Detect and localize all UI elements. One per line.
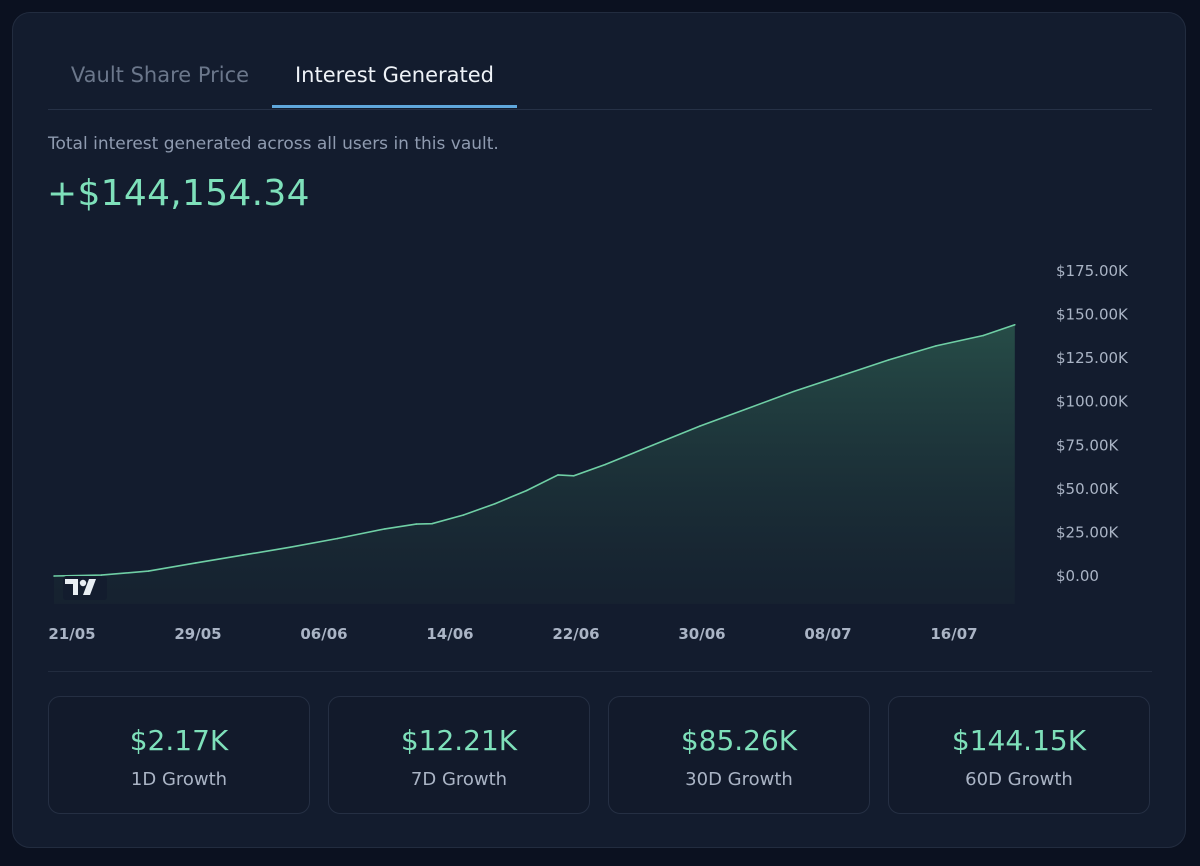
data-point <box>888 359 890 361</box>
total-interest-value: +$144,154.34 <box>47 173 310 214</box>
y-tick-label: $0.00 <box>1056 567 1099 585</box>
y-tick-label: $150.00K <box>1056 306 1129 324</box>
stat-label: 60D Growth <box>965 769 1073 790</box>
stat-card-7d: $12.21K 7D Growth <box>328 696 590 814</box>
data-point <box>982 334 985 337</box>
y-tick-label: $100.00K <box>1056 393 1129 411</box>
data-point <box>336 537 339 540</box>
stat-label: 1D Growth <box>130 769 228 790</box>
data-point <box>746 407 748 410</box>
data-point <box>195 562 197 564</box>
data-point <box>100 574 103 576</box>
tab-bar: Vault Share Price Interest Generated <box>48 53 1152 110</box>
stat-value: $85.26K <box>680 724 798 757</box>
data-point <box>415 523 418 525</box>
y-axis-ticks: $0.00 $25.00K $50.00K $75.00K $100.00K $125.0… <box>1056 262 1129 585</box>
data-point <box>289 546 292 548</box>
stat-card-60d: $144.15K 60D Growth <box>888 696 1150 814</box>
y-tick-label: $175.00K <box>1056 262 1129 280</box>
data-point <box>242 554 244 556</box>
data-point <box>494 502 496 505</box>
data-point <box>525 489 528 492</box>
tradingview-logo-icon[interactable] <box>63 576 107 600</box>
stat-value: $144.15K <box>951 724 1087 757</box>
data-point <box>53 575 55 577</box>
data-point <box>699 425 701 427</box>
y-tick-label: $75.00K <box>1056 436 1119 454</box>
x-tick-label: 06/06 <box>300 625 347 643</box>
data-point <box>431 522 433 525</box>
x-tick-label: 21/05 <box>48 625 95 643</box>
stat-label: 7D Growth <box>410 769 508 790</box>
stat-label: 30D Growth <box>685 769 793 790</box>
tab-vault-share-price[interactable]: Vault Share Price <box>70 63 250 87</box>
data-points <box>53 324 1016 577</box>
stat-card-1d: $2.17K 1D Growth <box>48 696 310 814</box>
data-point <box>462 514 465 516</box>
data-point <box>651 444 654 447</box>
x-tick-label: 14/06 <box>426 625 473 643</box>
x-tick-label: 08/07 <box>804 625 851 643</box>
x-tick-label: 22/06 <box>552 625 599 643</box>
data-point <box>573 475 575 477</box>
x-tick-label: 30/06 <box>678 625 725 643</box>
x-tick-label: 29/05 <box>174 625 221 643</box>
data-point <box>935 345 937 347</box>
y-tick-label: $50.00K <box>1056 480 1119 498</box>
stat-card-30d: $85.26K 30D Growth <box>608 696 870 814</box>
data-point <box>1014 324 1016 326</box>
data-point <box>147 570 150 572</box>
area-fill <box>54 324 1015 604</box>
stat-value: $2.17K <box>129 724 229 757</box>
data-point <box>840 374 843 377</box>
data-point <box>793 390 796 393</box>
x-tick-label: 16/07 <box>930 625 977 643</box>
y-tick-label: $25.00K <box>1056 523 1119 541</box>
chart-description: Total interest generated across all user… <box>48 134 499 154</box>
y-tick-label: $125.00K <box>1056 349 1129 367</box>
tab-interest-generated[interactable]: Interest Generated <box>272 53 517 108</box>
x-axis-ticks: 21/05 29/05 06/06 14/06 22/06 30/06 08/07 16/07 <box>48 625 977 643</box>
data-point <box>384 528 386 530</box>
data-point <box>604 463 607 466</box>
stat-value: $12.21K <box>400 724 518 757</box>
divider <box>48 671 1152 672</box>
data-point <box>557 474 559 476</box>
